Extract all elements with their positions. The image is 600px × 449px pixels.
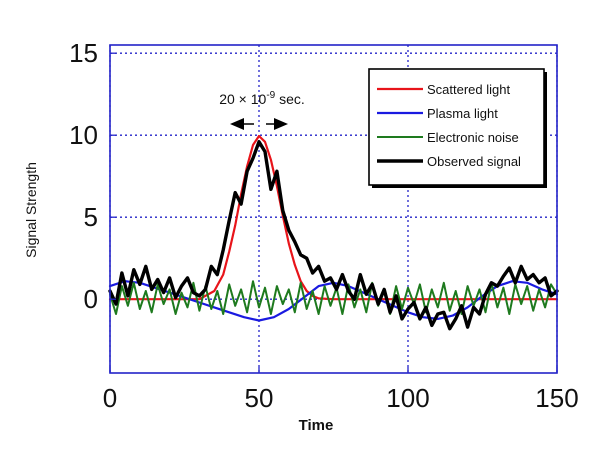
y-tick-label: 5 — [84, 202, 98, 232]
legend-label-1: Plasma light — [427, 106, 498, 121]
legend-label-3: Observed signal — [427, 154, 521, 169]
series-line-3 — [108, 140, 559, 331]
annotation-exponent: -9 — [266, 90, 275, 101]
axis-ticks: 0 50 100 150 0 5 10 15 — [69, 38, 579, 413]
pulse-width-annotation: 20 × 10-9 sec. — [219, 90, 305, 130]
annotation-left-arrow-head — [230, 118, 244, 130]
annotation-text: 20 × 10-9 sec. — [219, 90, 305, 107]
legend: Scattered light Plasma light Electronic no… — [368, 68, 547, 188]
legend-box — [368, 68, 545, 186]
plot-frame — [109, 44, 558, 374]
x-tick-label: 150 — [535, 383, 578, 413]
legend-label-0: Scattered light — [427, 82, 510, 97]
x-tick-label: 100 — [386, 383, 429, 413]
series-lines — [108, 134, 559, 331]
x-tick-label: 50 — [245, 383, 274, 413]
annotation-base: 20 × 10 — [219, 91, 266, 107]
y-tick-label: 0 — [84, 284, 98, 314]
legend-shadow-bottom — [372, 185, 547, 188]
y-tick-label: 15 — [69, 38, 98, 68]
legend-shadow-right — [544, 72, 547, 188]
y-axis-label: Signal Strength — [23, 162, 39, 258]
x-axis-label: Time — [299, 417, 334, 434]
annotation-unit: sec. — [275, 91, 305, 107]
x-tick-label: 0 — [103, 383, 117, 413]
y-tick-label: 10 — [69, 120, 98, 150]
annotation-right-arrow-head — [274, 118, 288, 130]
legend-label-2: Electronic noise — [427, 130, 519, 145]
